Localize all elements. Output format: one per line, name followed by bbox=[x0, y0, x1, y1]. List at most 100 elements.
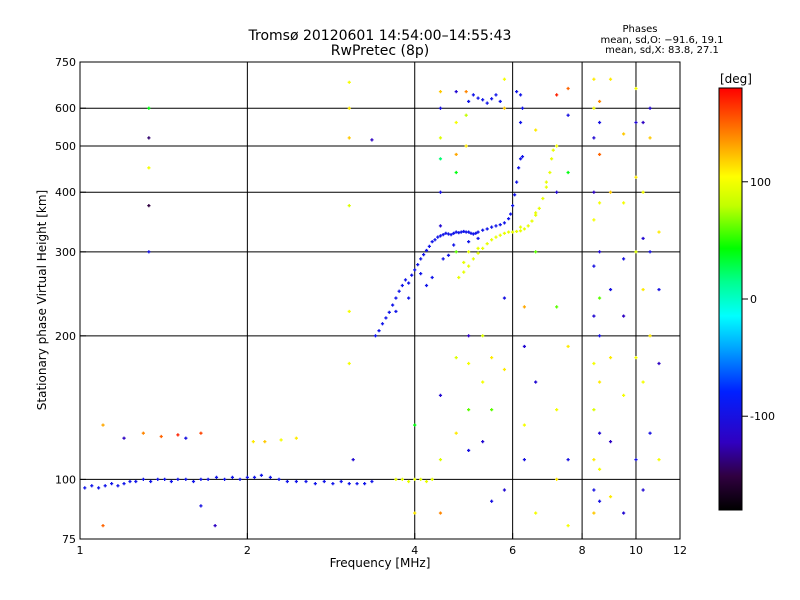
o-mode-point bbox=[96, 486, 101, 490]
o-mode-point bbox=[436, 235, 440, 239]
scatter-echo bbox=[454, 170, 458, 175]
colorbar bbox=[718, 87, 743, 511]
o-mode-point bbox=[481, 228, 485, 232]
o-mode-point bbox=[156, 477, 160, 482]
o-mode-point bbox=[449, 232, 453, 237]
o-mode-point bbox=[422, 252, 426, 257]
scatter-echo bbox=[597, 499, 602, 503]
scatter-echo bbox=[464, 90, 468, 94]
o-mode-point bbox=[339, 479, 343, 484]
scatter-echo bbox=[490, 499, 494, 503]
o-mode-point bbox=[467, 99, 471, 104]
o-mode-point bbox=[199, 477, 203, 482]
colorbar-tick-label: -100 bbox=[750, 410, 775, 423]
o-mode-point bbox=[476, 230, 480, 234]
colorbar-ticks: 100 0 -100 bbox=[742, 176, 775, 423]
o-mode-point bbox=[380, 322, 385, 326]
scatter-echo bbox=[641, 190, 645, 194]
scatter-echo bbox=[566, 458, 570, 462]
scatter-echo bbox=[592, 408, 596, 412]
o-mode-point bbox=[285, 479, 289, 484]
o-mode-point bbox=[176, 477, 180, 482]
x-mode-point bbox=[506, 230, 511, 234]
scatter-echo bbox=[438, 511, 443, 515]
legend-line-x: mean, sd,X: 83.8, 27.1 bbox=[605, 45, 719, 56]
x-mode-point bbox=[471, 257, 475, 261]
x-mode-point bbox=[522, 227, 527, 231]
scatter-echo bbox=[597, 250, 602, 254]
scatter-echo bbox=[592, 77, 596, 81]
o-mode-point bbox=[476, 236, 480, 241]
scatter-echo bbox=[597, 201, 602, 205]
scatter-echo bbox=[413, 511, 417, 515]
o-mode-point bbox=[518, 120, 523, 125]
o-mode-point bbox=[490, 97, 494, 101]
x-mode-point bbox=[544, 185, 548, 189]
scatter-echo bbox=[621, 132, 626, 136]
scatter-echo bbox=[634, 175, 638, 179]
o-mode-point bbox=[433, 238, 437, 242]
x-axis-label: Frequency [MHz] bbox=[330, 556, 431, 570]
scatter-echo bbox=[147, 166, 151, 170]
scatter-echo bbox=[454, 152, 458, 157]
o-mode-point bbox=[377, 329, 381, 333]
o-mode-point bbox=[134, 479, 138, 484]
scatter-echo bbox=[621, 314, 626, 318]
scatter-echo bbox=[502, 296, 507, 300]
scatter-echo bbox=[438, 458, 443, 462]
scatter-echo bbox=[534, 511, 538, 515]
scatter-echo bbox=[184, 436, 188, 440]
scatter-echo bbox=[502, 106, 507, 110]
scatter-echo bbox=[176, 433, 180, 437]
o-mode-point bbox=[413, 268, 417, 272]
x-mode-point bbox=[476, 246, 480, 250]
scatter-echo bbox=[657, 458, 661, 462]
scatter-echo bbox=[555, 144, 559, 148]
o-mode-point bbox=[206, 477, 210, 482]
x-mode-point bbox=[462, 260, 466, 265]
scatter-echo bbox=[592, 264, 596, 268]
scatter-echo bbox=[454, 356, 458, 360]
scatter-echo bbox=[621, 257, 626, 261]
scatter-echo bbox=[592, 106, 596, 110]
o-mode-point bbox=[397, 289, 401, 293]
scatter-echo bbox=[294, 436, 298, 440]
o-mode-point bbox=[391, 303, 395, 307]
x-mode-point bbox=[494, 235, 498, 239]
o-mode-point bbox=[506, 217, 511, 221]
scatter-echo bbox=[641, 287, 645, 292]
scatter-echo bbox=[641, 488, 645, 492]
o-mode-point bbox=[245, 475, 249, 479]
scatter-echo bbox=[467, 361, 471, 366]
o-mode-point bbox=[424, 283, 429, 288]
scatter-echo bbox=[199, 504, 203, 508]
x-mode-point bbox=[462, 270, 466, 274]
o-mode-point bbox=[515, 90, 519, 94]
scatter-echo bbox=[454, 90, 458, 94]
scatter-echo bbox=[597, 380, 602, 384]
scatter-echo bbox=[438, 106, 443, 110]
o-mode-point bbox=[452, 243, 456, 247]
x-tick-label: 8 bbox=[579, 544, 586, 557]
o-mode-point bbox=[322, 479, 326, 484]
o-mode-point bbox=[347, 481, 351, 486]
scatter-echo bbox=[351, 458, 355, 462]
x-mode-point bbox=[457, 275, 461, 280]
scatter-echo bbox=[592, 361, 596, 366]
scatter-echo bbox=[608, 190, 613, 194]
scatter-echo bbox=[592, 218, 596, 222]
x-mode-point bbox=[518, 229, 523, 233]
x-mode-point bbox=[400, 477, 404, 482]
scatter-echo bbox=[592, 458, 596, 462]
o-mode-point bbox=[430, 275, 434, 280]
o-mode-point bbox=[230, 475, 235, 479]
o-mode-point bbox=[214, 475, 219, 479]
x-mode-point bbox=[467, 250, 471, 254]
o-mode-point bbox=[238, 477, 242, 482]
scatter-echo bbox=[467, 448, 471, 453]
scatter-echo bbox=[454, 431, 458, 435]
scatter-echo bbox=[502, 367, 507, 372]
scatter-echo bbox=[481, 380, 485, 384]
y-tick-label: 300 bbox=[55, 246, 76, 259]
colorbar-label: [deg] bbox=[720, 72, 752, 86]
